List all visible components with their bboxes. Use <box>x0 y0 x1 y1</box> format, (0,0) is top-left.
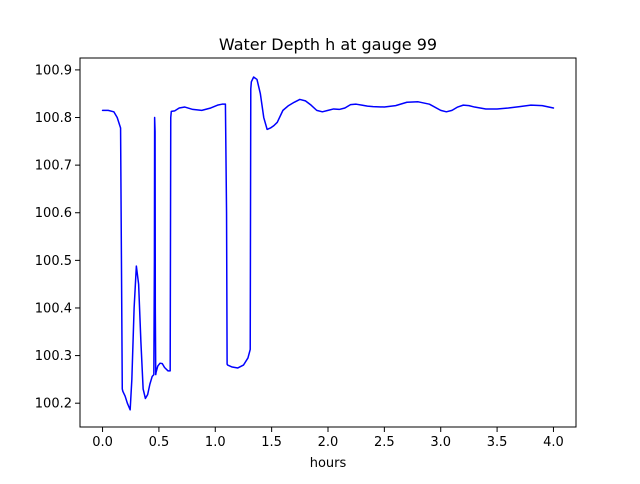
y-tick-label: 100.5 <box>35 254 72 269</box>
y-tick-label: 100.2 <box>35 397 72 412</box>
y-tick-label: 100.3 <box>35 349 72 364</box>
axes-frame <box>79 57 577 428</box>
x-axis-ticks: 0.0 0.5 1.0 1.5 2.0 2.5 3.0 3.5 4.0 <box>92 427 564 450</box>
x-tick-label: 2.0 <box>318 435 339 450</box>
series-line <box>101 76 555 411</box>
plot-area <box>101 76 555 411</box>
y-axis-ticks: 100.2 100.3 100.4 100.5 100.6 100.7 100.8 100.9 <box>35 63 80 412</box>
x-tick-label: 3.5 <box>487 435 508 450</box>
x-tick-label: 1.0 <box>205 435 226 450</box>
x-tick-label: 0.0 <box>92 435 113 450</box>
x-tick-label: 4.0 <box>543 435 564 450</box>
y-tick-label: 100.8 <box>35 111 72 126</box>
x-tick-label: 2.5 <box>374 435 395 450</box>
x-axis-label: hours <box>310 456 347 471</box>
y-tick-label: 100.7 <box>35 159 72 174</box>
y-tick-label: 100.6 <box>35 206 72 221</box>
y-tick-label: 100.9 <box>35 63 72 78</box>
x-tick-label: 1.5 <box>261 435 282 450</box>
chart-title: Water Depth h at gauge 99 <box>219 35 437 54</box>
x-tick-label: 0.5 <box>149 435 170 450</box>
y-tick-label: 100.4 <box>35 301 72 316</box>
x-tick-label: 3.0 <box>430 435 451 450</box>
